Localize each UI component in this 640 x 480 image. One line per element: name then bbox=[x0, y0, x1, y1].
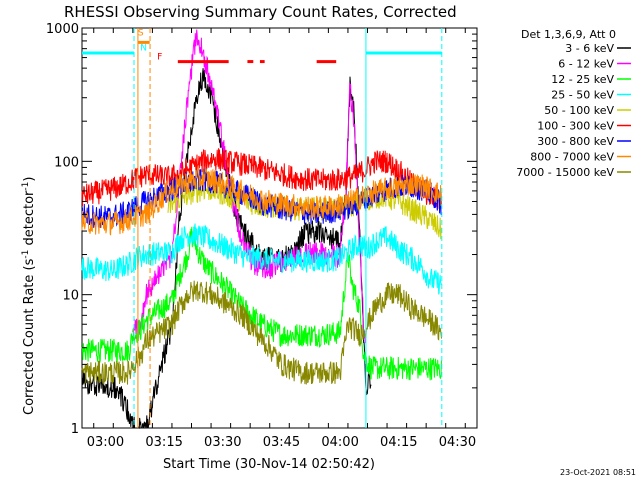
y-axis-label-end: ) bbox=[22, 177, 37, 182]
legend-label-3: 12 - 25 keV bbox=[551, 73, 614, 86]
y-axis-label-main: Corrected Count Rate (s bbox=[22, 258, 37, 415]
series-line-4 bbox=[81, 223, 442, 295]
x-tick-label-4: 03:45 bbox=[263, 435, 300, 450]
x-tick-label-7: 04:30 bbox=[439, 435, 476, 450]
legend-label-6: 100 - 300 keV bbox=[537, 120, 614, 133]
series-line-8 bbox=[81, 165, 442, 236]
flag-label-3: F bbox=[157, 53, 162, 63]
y-axis-label: Corrected Count Rate (s-1 detector-1) bbox=[21, 177, 37, 415]
legend-header: Det 1,3,6,9, Att 0 bbox=[521, 28, 616, 41]
x-tick-label-3: 03:30 bbox=[204, 435, 241, 450]
y-tick-label-4: 1000 bbox=[46, 22, 79, 37]
y-axis-label-sup2: -1 bbox=[21, 182, 31, 191]
chart-title: RHESSI Observing Summary Count Rates, Co… bbox=[64, 3, 457, 21]
legend-label-1: 3 - 6 keV bbox=[565, 42, 614, 55]
series-line-9 bbox=[81, 280, 442, 385]
y-tick-label-1: 1 bbox=[71, 422, 79, 437]
y-axis-label-mid: detector bbox=[22, 190, 37, 250]
x-tick-label-2: 03:15 bbox=[145, 435, 182, 450]
series-line-2 bbox=[132, 29, 366, 344]
y-axis-label-sup1: -1 bbox=[21, 250, 31, 259]
legend: Det 1,3,6,9, Att 0 3 - 6 keV 6 - 12 keV 12… bbox=[516, 28, 631, 179]
flag-label-1: S bbox=[138, 28, 144, 38]
flag-label-2: N bbox=[140, 43, 147, 53]
legend-label-2: 6 - 12 keV bbox=[558, 58, 614, 71]
axis-ticks: 03:00 03:15 03:30 03:45 04:00 04:15 04:30 1 10 10… bbox=[46, 22, 477, 450]
legend-label-5: 50 - 100 keV bbox=[544, 104, 614, 117]
x-tick-label-1: 03:00 bbox=[87, 435, 124, 450]
x-tick-label-6: 04:15 bbox=[380, 435, 417, 450]
series-line-3 bbox=[81, 226, 442, 381]
legend-label-8: 800 - 7000 keV bbox=[530, 151, 614, 164]
y-tick-label-3: 100 bbox=[54, 155, 79, 170]
legend-entries: 3 - 6 keV 6 - 12 keV 12 - 25 keV 25 - 50 ke… bbox=[516, 42, 631, 179]
legend-label-9: 7000 - 15000 keV bbox=[516, 166, 614, 179]
footer-timestamp: 23-Oct-2021 08:51 bbox=[560, 468, 636, 477]
y-tick-label-2: 10 bbox=[62, 289, 79, 304]
plot-area: SNF bbox=[81, 27, 478, 429]
series-line-6 bbox=[81, 148, 442, 210]
legend-label-4: 25 - 50 keV bbox=[551, 89, 614, 102]
x-tick-label-5: 04:00 bbox=[321, 435, 358, 450]
legend-label-7: 300 - 800 keV bbox=[537, 135, 614, 148]
x-axis-label: Start Time (30-Nov-14 02:50:42) bbox=[163, 457, 375, 472]
